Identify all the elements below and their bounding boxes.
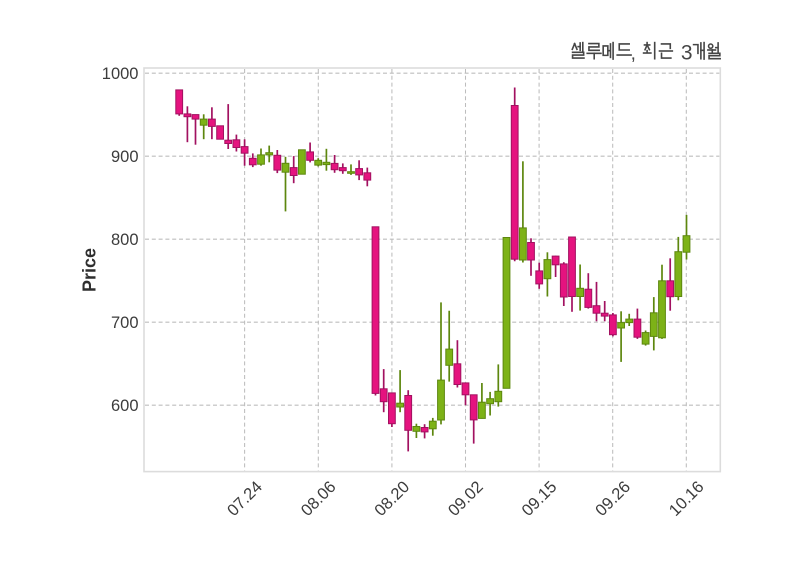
- svg-text:1000: 1000: [102, 65, 139, 83]
- svg-text:800: 800: [111, 231, 139, 249]
- svg-text:900: 900: [111, 148, 139, 166]
- svg-text:,: ,: [631, 43, 636, 64]
- svg-text:600: 600: [111, 397, 139, 415]
- svg-text:700: 700: [111, 314, 139, 332]
- svg-text:3: 3: [681, 41, 693, 64]
- svg-text:Price: Price: [80, 248, 100, 292]
